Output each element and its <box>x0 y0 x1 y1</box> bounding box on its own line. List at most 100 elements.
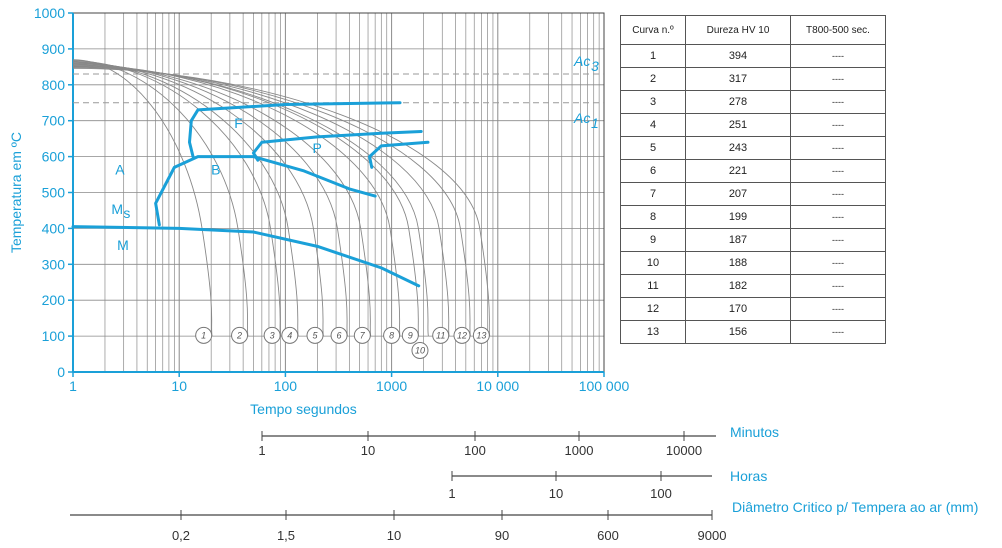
y-axis-title: Temperatura em ºC <box>8 132 24 253</box>
cooling-curve-label: 3 <box>270 330 275 340</box>
region-label: P <box>313 140 322 156</box>
secondary-scale-3: Diâmetro Critico p/ Tempera ao ar (mm) 0,… <box>70 499 978 543</box>
hardness-value: 243 <box>685 136 791 160</box>
cooling-curve-label: 10 <box>415 345 425 355</box>
y-tick-label: 100 <box>42 328 66 344</box>
x-tick-label: 10 <box>171 378 187 394</box>
scale-tick-label: 10 <box>549 486 563 501</box>
y-tick-label: 0 <box>57 364 65 380</box>
t800-500-value: ---- <box>790 251 886 275</box>
cooling-curve-8 <box>72 64 401 337</box>
x-tick-label: 10 000 <box>476 378 519 394</box>
hardness-value: 188 <box>685 251 791 275</box>
transformation-line-pearlite-start <box>251 129 423 162</box>
table-row: 8 199 ---- <box>620 205 886 229</box>
x-tick-label: 1 <box>69 378 77 394</box>
scale-tick-label: 1 <box>258 443 265 458</box>
scale-tick-label: 100 <box>464 443 486 458</box>
table-row: 10 188 ---- <box>620 251 886 275</box>
x-tick-label: 1000 <box>376 378 407 394</box>
region-label: F <box>234 115 243 131</box>
cooling-curve-marker <box>401 326 419 344</box>
region-label: M <box>117 237 129 253</box>
cooling-curve-marker <box>411 341 429 359</box>
scale-title: Diâmetro Critico p/ Tempera ao ar (mm) <box>732 499 978 515</box>
curve-number: 7 <box>620 182 686 206</box>
secondary-scale-1: Minutos 1 10 100 1000 10000 <box>258 424 779 458</box>
y-tick-label: 200 <box>42 292 66 308</box>
region-label-text: A <box>115 162 125 178</box>
region-label-text: P <box>313 140 322 156</box>
t800-500-value: ---- <box>790 228 886 252</box>
cooling-curve-marker <box>306 326 324 344</box>
cooling-curve-marker <box>263 326 281 344</box>
cooling-curve-label: 2 <box>236 330 242 340</box>
table-header-row: Curva n.º Dureza HV 10 T800-500 sec. <box>620 15 886 45</box>
hardness-value: 221 <box>685 159 791 183</box>
curve-number: 11 <box>620 274 686 298</box>
t800-500-value: ---- <box>790 136 886 160</box>
curve-number: 13 <box>620 320 686 344</box>
region-label-text: F <box>234 115 243 131</box>
curve-number: 8 <box>620 205 686 229</box>
cooling-curve-marker <box>432 326 450 344</box>
cooling-curve-marker <box>353 326 371 344</box>
curve-number: 9 <box>620 228 686 252</box>
reference-label-main: Ac <box>573 53 590 69</box>
cooling-curve-marker <box>195 326 213 344</box>
y-tick-label: 600 <box>42 149 66 165</box>
t800-500-value: ---- <box>790 159 886 183</box>
y-tick-label: 900 <box>42 41 66 57</box>
cooling-curve-marker <box>453 326 471 344</box>
cooling-curve-label: 8 <box>389 330 394 340</box>
curve-number: 2 <box>620 67 686 91</box>
table-row: 4 251 ---- <box>620 113 886 137</box>
cooling-curve-marker <box>330 326 348 344</box>
transformation-line-ferrite-start <box>187 101 402 159</box>
reference-label-sub: 3 <box>591 58 599 74</box>
scale-title: Horas <box>730 468 767 484</box>
curve-number: 4 <box>620 113 686 137</box>
table-row: 9 187 ---- <box>620 228 886 252</box>
cooling-curve-7 <box>72 63 372 337</box>
cooling-curve-marker <box>231 326 249 344</box>
hardness-value: 278 <box>685 90 791 114</box>
cooling-curve-marker <box>383 326 401 344</box>
hardness-value: 207 <box>685 182 791 206</box>
curve-number: 6 <box>620 159 686 183</box>
hardness-table: Curva n.º Dureza HV 10 T800-500 sec. 1 3 9… <box>620 15 886 344</box>
region-label-sub: s <box>123 205 130 221</box>
hardness-value: 317 <box>685 67 791 91</box>
hardness-value: 199 <box>685 205 791 229</box>
t800-500-value: ---- <box>790 90 886 114</box>
cooling-curve-13 <box>72 67 491 337</box>
table-row: 3 278 ---- <box>620 90 886 114</box>
table-row: 11 182 ---- <box>620 274 886 298</box>
curve-number: 10 <box>620 251 686 275</box>
scale-title: Minutos <box>730 424 779 440</box>
cooling-curve-2 <box>72 59 249 337</box>
cooling-curve-3 <box>72 60 281 337</box>
table-row: 6 221 ---- <box>620 159 886 183</box>
y-tick-label: 400 <box>42 220 66 236</box>
hardness-value: 251 <box>685 113 791 137</box>
scale-tick-label: 10 <box>387 528 401 543</box>
t800-500-value: ---- <box>790 44 886 68</box>
curve-number: 12 <box>620 297 686 321</box>
hardness-value: 182 <box>685 274 791 298</box>
region-label-text: M <box>111 201 123 217</box>
cooling-curve-label: 1 <box>201 330 206 340</box>
cooling-curve-label: 9 <box>408 330 413 340</box>
secondary-scale-2: Horas 1 10 100 <box>448 468 767 501</box>
table-row: 5 243 ---- <box>620 136 886 160</box>
cooling-curve-10 <box>72 65 429 337</box>
header-curve: Curva n.º <box>620 15 686 45</box>
cooling-curve-label: 5 <box>312 330 318 340</box>
cooling-curve-5 <box>72 62 324 337</box>
table-row: 13 156 ---- <box>620 320 886 344</box>
cooling-curve-label: 4 <box>287 330 292 340</box>
hardness-value: 170 <box>685 297 791 321</box>
header-t800-500: T800-500 sec. <box>790 15 886 45</box>
